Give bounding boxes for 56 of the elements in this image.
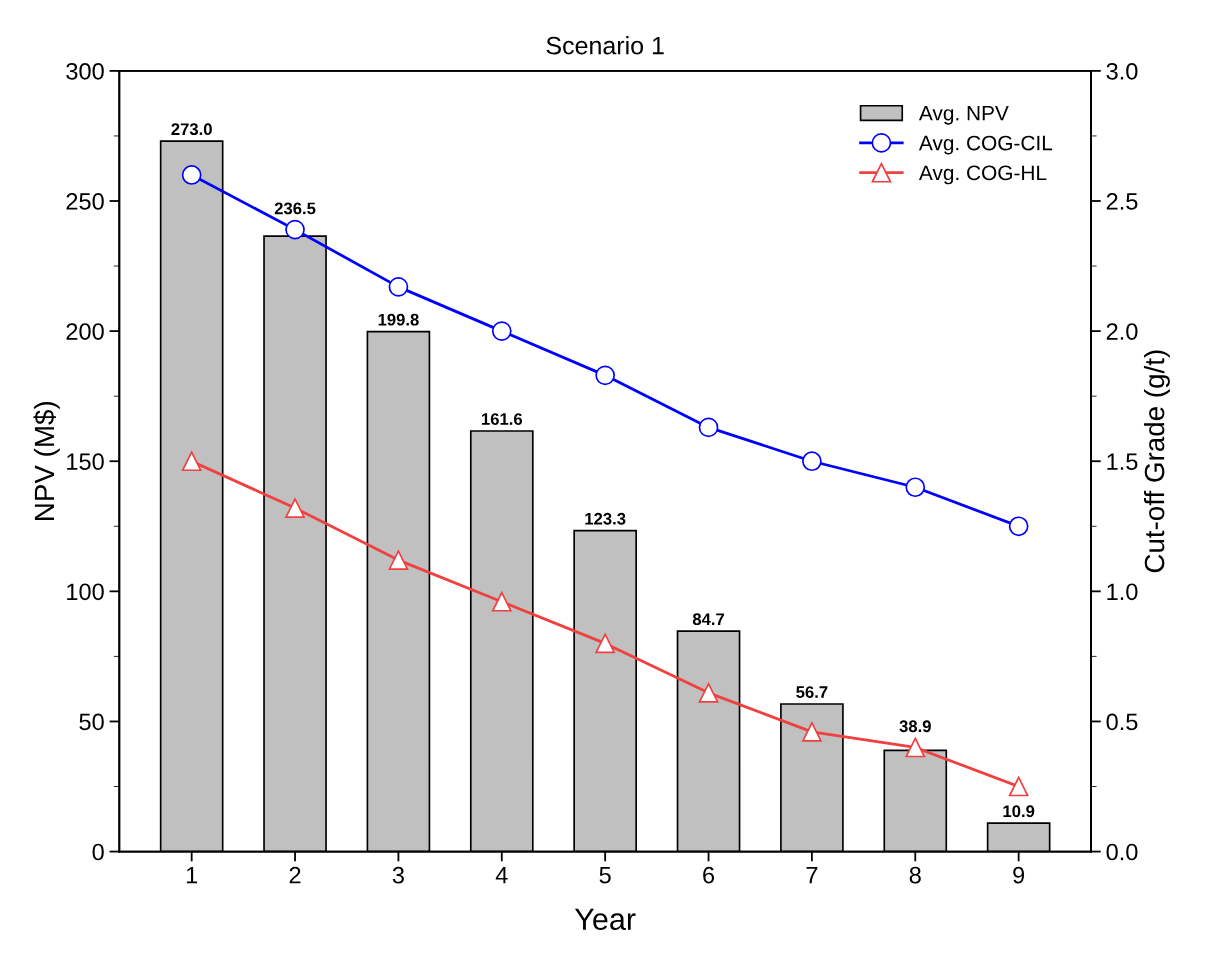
y-tick-label: 150 (67, 453, 104, 471)
x-tick-label: 8 (909, 866, 921, 884)
legend-label: Avg. COG-HL (918, 165, 1047, 185)
point (491, 321, 512, 341)
data-label: 236.5 (274, 202, 316, 215)
y2-tick-label: 0.0 (1106, 843, 1138, 861)
x-tick-label: 3 (392, 866, 404, 884)
y2-tick-label: 1.5 (1107, 453, 1138, 471)
point (285, 498, 305, 518)
point (1008, 776, 1029, 797)
point (285, 219, 305, 240)
y-tick-label: 200 (66, 323, 104, 340)
x-tick-label: 1 (186, 867, 198, 884)
y-tick-label: 300 (66, 62, 104, 80)
x-tick-label: 5 (599, 867, 611, 884)
point (905, 737, 926, 758)
y2-tick-label: 0.5 (1106, 713, 1138, 731)
x-tick-label: 9 (1013, 866, 1025, 884)
point (595, 365, 616, 386)
x-axis-title: Year (574, 908, 636, 931)
data-label: 161.6 (481, 413, 523, 425)
point (905, 477, 926, 498)
data-label: 273.0 (171, 123, 212, 136)
point (388, 277, 409, 297)
legend-label: Avg. COG-CIL (918, 135, 1053, 155)
legend-label: Avg. NPV (918, 106, 1009, 125)
y2-tick-label: 2.0 (1106, 323, 1138, 340)
y2-axis-title: Cut-off Grade (g/t) (1143, 350, 1170, 573)
point (388, 550, 409, 570)
y2-tick-label: 3.0 (1106, 62, 1138, 80)
y-tick-label: 250 (66, 193, 104, 210)
point (181, 165, 202, 185)
point (491, 591, 512, 612)
x-tick-label: 4 (495, 867, 508, 884)
point (595, 633, 616, 654)
data-label: 56.7 (796, 686, 828, 698)
y-tick-label: 100 (67, 583, 104, 601)
y-tick-label: 50 (79, 713, 104, 731)
data-label: 84.7 (692, 613, 725, 626)
point (181, 451, 202, 472)
y2-tick-label: 2.5 (1106, 193, 1138, 210)
x-tick-label: 2 (289, 866, 301, 884)
x-tick-label: 6 (703, 866, 715, 884)
chart-title: Scenario 1 (546, 36, 664, 55)
point (698, 682, 719, 703)
y-tick-label: 0 (92, 843, 104, 861)
data-label: 10.9 (1003, 805, 1035, 818)
point (698, 417, 719, 438)
data-label: 123.3 (585, 512, 626, 525)
y-axis-title: NPV (M$) (33, 401, 60, 520)
x-tick-label: 7 (806, 867, 818, 884)
data-label: 38.9 (899, 720, 931, 733)
y2-tick-label: 1.0 (1107, 583, 1138, 601)
data-label: 199.8 (378, 313, 419, 326)
point (802, 721, 822, 742)
point (802, 451, 822, 472)
